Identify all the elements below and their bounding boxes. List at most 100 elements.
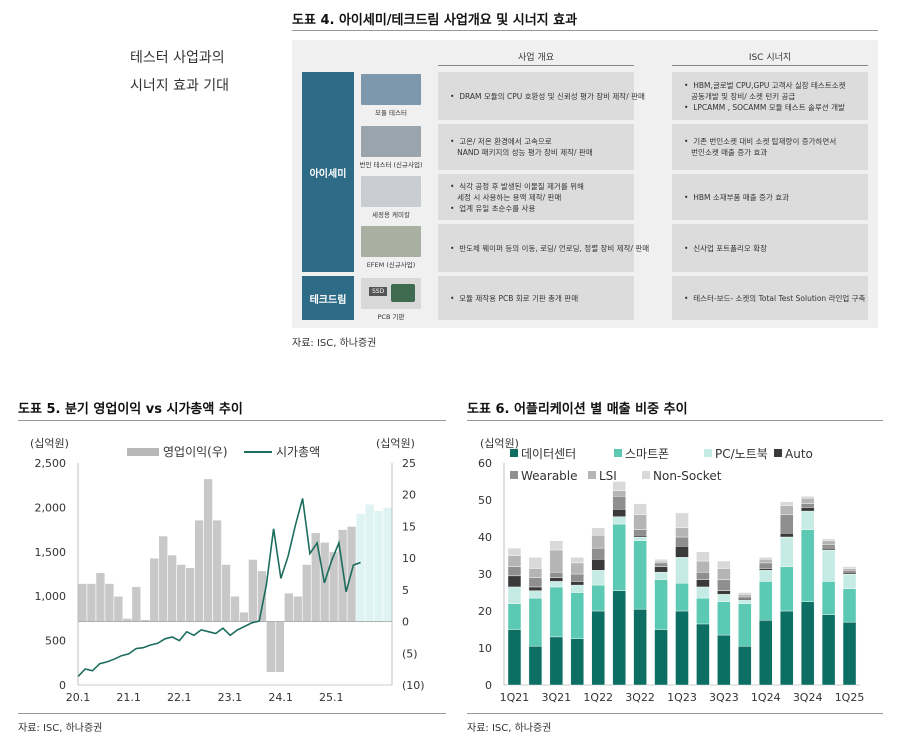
stack-segment-PC/노트북 (800, 510, 815, 530)
stack-segment-스마트폰 (654, 579, 668, 630)
x-tick-label: 24.1 (268, 691, 293, 704)
y-tick-label: 30 (478, 568, 492, 581)
legend-swatch (614, 449, 622, 457)
right-axis-unit: (십억원) (376, 437, 415, 450)
stack-segment-PC/노트북 (759, 570, 773, 582)
op-income-bar (373, 510, 384, 622)
stack-segment-데이터센터 (528, 645, 543, 686)
row-image-module-tester: 모듈 테스터 (358, 72, 424, 118)
efem-photo (361, 226, 421, 257)
stack-segment-스마트폰 (717, 601, 731, 636)
x-tick-label: 23.1 (218, 691, 243, 704)
fig6-source: 자료: ISC, 하나증권 (467, 723, 552, 734)
x-tick-label: 20.1 (66, 691, 91, 704)
fig5-title: 도표 5. 분기 영업이익 vs 시가총액 추이 (18, 402, 243, 417)
overview-cell: • 식각 공정 후 발생된 이물질 제거를 위해 세정 시 사용하는 용액 제작… (438, 174, 634, 220)
right-tick-label: 20 (402, 489, 416, 502)
op-income-bar (176, 564, 186, 622)
group-label-isemi: 아이세미 (302, 72, 354, 272)
stack-segment-LSI (800, 497, 815, 504)
overview-text: • 모듈 제작용 PCB 회로 기판 총개 판매 (450, 293, 579, 303)
stack-segment-Auto (738, 597, 752, 601)
stack-segment-스마트폰 (591, 584, 605, 612)
op-income-bar (364, 503, 375, 622)
overview-text: • 식각 공정 후 발생된 이물질 제거를 위해 (450, 181, 584, 191)
op-income-bar (284, 592, 294, 622)
stack-segment-Auto (528, 586, 543, 591)
synergy-cell: • 신사업 포트폴리오 확장 (672, 224, 868, 272)
legend-label: Wearable (521, 469, 578, 483)
fig4-title-rule (292, 30, 878, 31)
stack-segment-Auto (507, 575, 522, 588)
stack-segment-스마트폰 (738, 603, 752, 647)
stack-segment-Wearable (675, 536, 689, 547)
stack-segment-스마트폰 (549, 586, 564, 638)
legend-swatch (510, 471, 518, 479)
stack-segment-데이터센터 (507, 629, 522, 686)
stack-segment-Wearable (612, 496, 626, 510)
stack-segment-스마트폰 (821, 581, 836, 615)
op-income-bar (203, 478, 213, 622)
stack-segment-LSI (759, 558, 773, 564)
stack-segment-PC/노트북 (612, 516, 626, 525)
stack-segment-PC/노트북 (591, 570, 605, 586)
stack-segment-데이터센터 (842, 621, 857, 686)
op-income-bar (221, 564, 231, 622)
stack-segment-PC/노트북 (780, 536, 794, 567)
fig5-title-rule (18, 420, 446, 421)
stack-segment-Auto (570, 581, 584, 586)
right-tick-label: (5) (402, 647, 418, 660)
op-income-bar (95, 572, 106, 622)
stack-segment-Auto (759, 568, 773, 571)
left-tick-label: 1,500 (35, 546, 67, 559)
op-income-bar (131, 586, 142, 622)
stack-segment-데이터센터 (591, 610, 605, 686)
stack-segment-LSI (654, 560, 668, 564)
stack-segment-LSI (528, 568, 543, 578)
stack-segment-Wearable (507, 566, 522, 577)
stack-segment-Wearable (780, 514, 794, 534)
stack-segment-스마트폰 (675, 583, 689, 612)
y-tick-label: 50 (478, 494, 492, 507)
stack-segment-LSI (612, 490, 626, 497)
image-caption: 번인 테스터 (신규사업) (359, 161, 423, 169)
stack-segment-Auto (800, 507, 815, 512)
legend-line-label: 시가총액 (276, 445, 320, 459)
stack-segment-PC/노트북 (507, 586, 522, 604)
stack-segment-Wearable (591, 547, 605, 560)
overview-text: • 고온/ 저온 환경에서 고속으로 (450, 137, 552, 146)
side-caption-line1: 테스터 사업과의 (130, 50, 225, 66)
op-income-bar (275, 621, 285, 673)
op-income-bar (167, 554, 177, 622)
stack-segment-PC/노트북 (654, 571, 668, 580)
stack-segment-PC/노트북 (696, 586, 710, 599)
stack-segment-Wearable (738, 595, 752, 599)
legend-label: Non-Socket (653, 469, 722, 483)
stack-segment-Auto (549, 577, 564, 582)
stack-segment-Non-Socket (759, 557, 773, 560)
stack-segment-Wearable (821, 544, 836, 549)
fig6-title-rule (467, 420, 883, 421)
stack-segment-Non-Socket (800, 496, 815, 499)
stack-segment-PC/노트북 (675, 557, 689, 584)
synergy-text: • 테스터-보드- 소켓의 Total Test Solution 라인업 구축 (684, 293, 866, 303)
stack-segment-LSI (738, 594, 752, 597)
op-income-bar (239, 611, 249, 622)
legend-label: 스마트폰 (625, 447, 669, 461)
right-tick-label: 15 (402, 520, 416, 533)
op-income-bar (158, 535, 169, 622)
stack-segment-Non-Socket (654, 558, 668, 562)
cleaning-chemical-photo (361, 176, 421, 207)
overview-cell: • 반도체 웨이퍼 등의 이동, 로딩/ 언로딩, 정렬 장비 제작/ 판매 (438, 224, 649, 272)
stack-segment-데이터센터 (759, 620, 773, 686)
stack-segment-스마트폰 (612, 523, 626, 591)
stack-segment-스마트폰 (780, 566, 794, 612)
synergy-text: • 기존 번인소켓 대비 소켓 탑재량이 증가하면서 (684, 137, 837, 146)
row-image-burnin-tester: 번인 테스터 (신규사업) (358, 124, 424, 170)
legend-swatch (704, 449, 712, 457)
stack-segment-Auto (717, 590, 731, 595)
stack-segment-데이터센터 (780, 610, 794, 686)
col-header-synergy: ISC 시너지 (748, 53, 792, 63)
synergy-text: 공동개발 및 장비/ 소켓 턴키 공급 (691, 91, 796, 101)
stack-segment-Auto (780, 533, 794, 538)
